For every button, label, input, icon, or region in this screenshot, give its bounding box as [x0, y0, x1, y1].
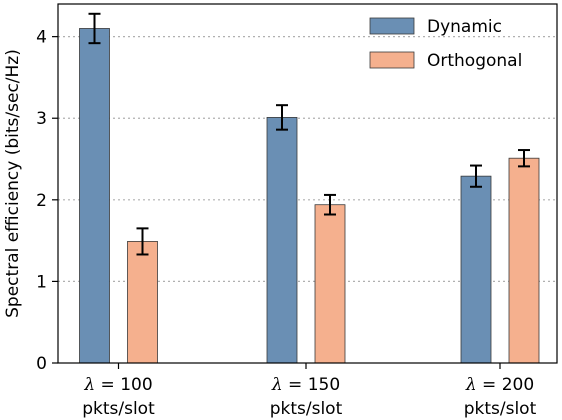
x-category-unit: pkts/slot — [270, 399, 343, 419]
y-tick-label: 3 — [36, 109, 47, 129]
category-value: = 200 — [477, 375, 535, 395]
error-bars — [88, 12, 530, 256]
legend-label-orthogonal: Orthogonal — [427, 51, 522, 71]
y-ticks: 0 1 2 3 4 — [36, 28, 58, 374]
category-value: = 100 — [95, 375, 153, 395]
plot-frame — [57, 3, 558, 364]
legend-swatch-orthogonal — [369, 51, 415, 69]
y-tick-label: 1 — [36, 272, 47, 292]
y-axis-label: Spectral efficiency (bits/sec/Hz) — [3, 49, 23, 318]
bar-orthogonal — [314, 204, 346, 364]
legend-label-dynamic: Dynamic — [427, 17, 502, 37]
x-category-unit: pkts/slot — [82, 399, 155, 419]
bar-dynamic — [460, 175, 492, 364]
bar-dynamic — [266, 117, 298, 364]
y-tick-label: 4 — [36, 28, 47, 48]
x-category-labels: λ = 100 pkts/slot λ = 150 pkts/slot λ = 200 p… — [82, 363, 537, 419]
bars — [79, 28, 540, 364]
lambda-symbol: λ — [465, 375, 477, 395]
bar-orthogonal — [127, 241, 158, 364]
x-category-label: λ = 100 — [83, 375, 152, 395]
bar-dynamic — [79, 28, 110, 364]
x-category-label: λ = 150 — [271, 375, 340, 395]
lambda-symbol: λ — [271, 375, 283, 395]
x-category-label: λ = 200 — [465, 375, 534, 395]
category-value: = 150 — [283, 375, 341, 395]
y-tick-label: 0 — [36, 354, 47, 374]
lambda-symbol: λ — [83, 375, 95, 395]
x-category-unit: pkts/slot — [464, 399, 537, 419]
bar-orthogonal — [508, 157, 540, 364]
legend: Dynamic Orthogonal — [369, 17, 522, 71]
y-tick-label: 2 — [36, 191, 47, 211]
legend-swatch-dynamic — [369, 17, 415, 35]
